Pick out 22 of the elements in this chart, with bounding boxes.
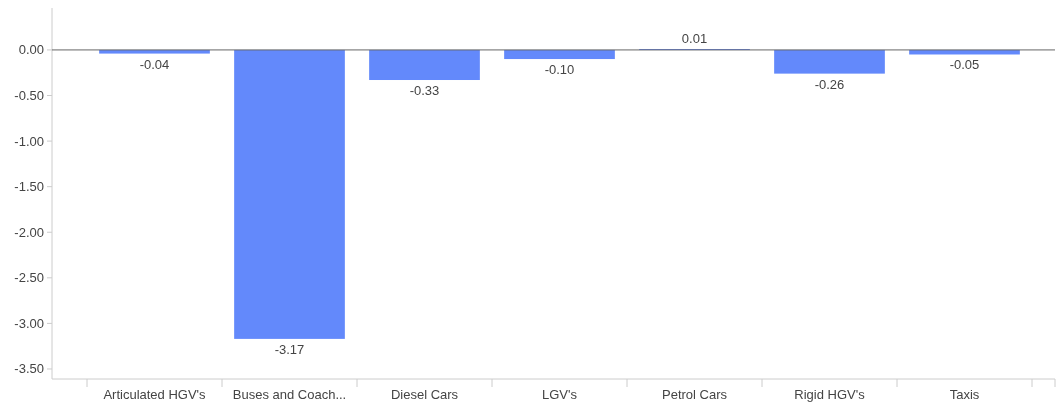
data-label: -0.04: [139, 56, 170, 72]
data-label: -0.26: [814, 76, 845, 92]
x-tick-label: Petrol Cars: [661, 387, 728, 402]
y-tick-label: -0.50: [14, 88, 44, 104]
data-label: -0.10: [544, 62, 575, 78]
y-tick-label: -3.00: [14, 315, 44, 331]
x-tick-label: Buses and Coach...: [232, 387, 347, 402]
x-tick-label: Taxis: [949, 387, 980, 402]
y-tick-label: -2.50: [14, 270, 44, 286]
x-tick-label: Rigid HGV's: [794, 387, 866, 402]
data-label: -3.17: [274, 341, 305, 357]
data-label: 0.01: [681, 31, 708, 47]
x-tick-label: Diesel Cars: [390, 387, 459, 402]
y-tick-label: -2.00: [14, 224, 44, 240]
y-tick-label: 0.00: [18, 42, 44, 58]
y-tick-label: -1.00: [14, 133, 44, 149]
y-tick-label: -1.50: [14, 179, 44, 195]
y-tick-label: -3.50: [14, 361, 44, 377]
x-tick-label: Articulated HGV's: [103, 387, 207, 402]
data-label: -0.33: [409, 83, 440, 99]
x-tick-label: LGV's: [542, 387, 578, 402]
data-label: -0.05: [949, 57, 980, 73]
